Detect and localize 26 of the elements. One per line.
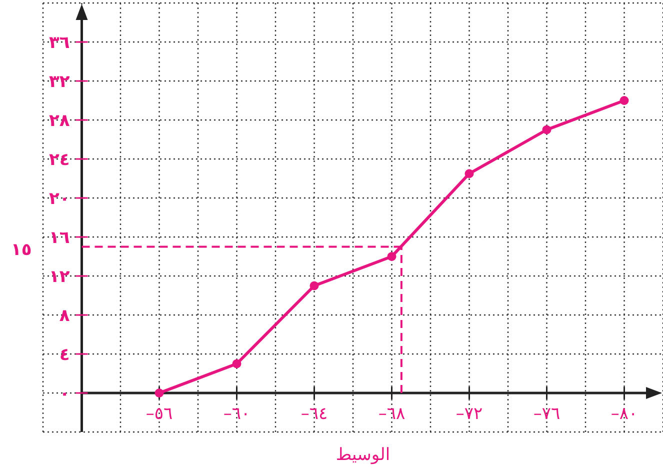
- y-tick-label: ١٢: [48, 267, 70, 287]
- x-tick-label: ٦٤–: [300, 404, 328, 424]
- point: [464, 169, 474, 178]
- point: [310, 281, 319, 290]
- y-tick-label: ٢٠: [48, 189, 70, 209]
- x-tick-label: ٦٨–: [378, 404, 406, 424]
- y-tick-label: ٣٢: [48, 72, 70, 92]
- point: [232, 359, 242, 368]
- x-tick-label: ٥٦–: [146, 404, 173, 424]
- x-axis-title: الوسيط: [336, 445, 390, 465]
- y-tick-label: ١٦: [48, 228, 70, 248]
- point: [154, 388, 164, 398]
- ref-line-label: ١٥: [10, 240, 32, 260]
- y-tick-label: ٨: [59, 306, 70, 326]
- y-tick-label: ٣٦: [48, 33, 70, 53]
- x-tick-label: ٧٦–: [533, 404, 560, 424]
- y-tick-label: ٢٤: [48, 150, 70, 170]
- point: [387, 252, 396, 261]
- y-tick-label: ٠: [59, 384, 70, 404]
- x-tick-label: ٨٠–: [610, 404, 638, 424]
- y-tick-label: ٢٨: [48, 111, 70, 131]
- point: [620, 96, 629, 105]
- point: [542, 125, 552, 134]
- x-tick-label: ٧٢–: [456, 404, 483, 424]
- x-tick-label: ٦٠–: [223, 404, 250, 424]
- y-tick-label: ٤: [59, 345, 70, 365]
